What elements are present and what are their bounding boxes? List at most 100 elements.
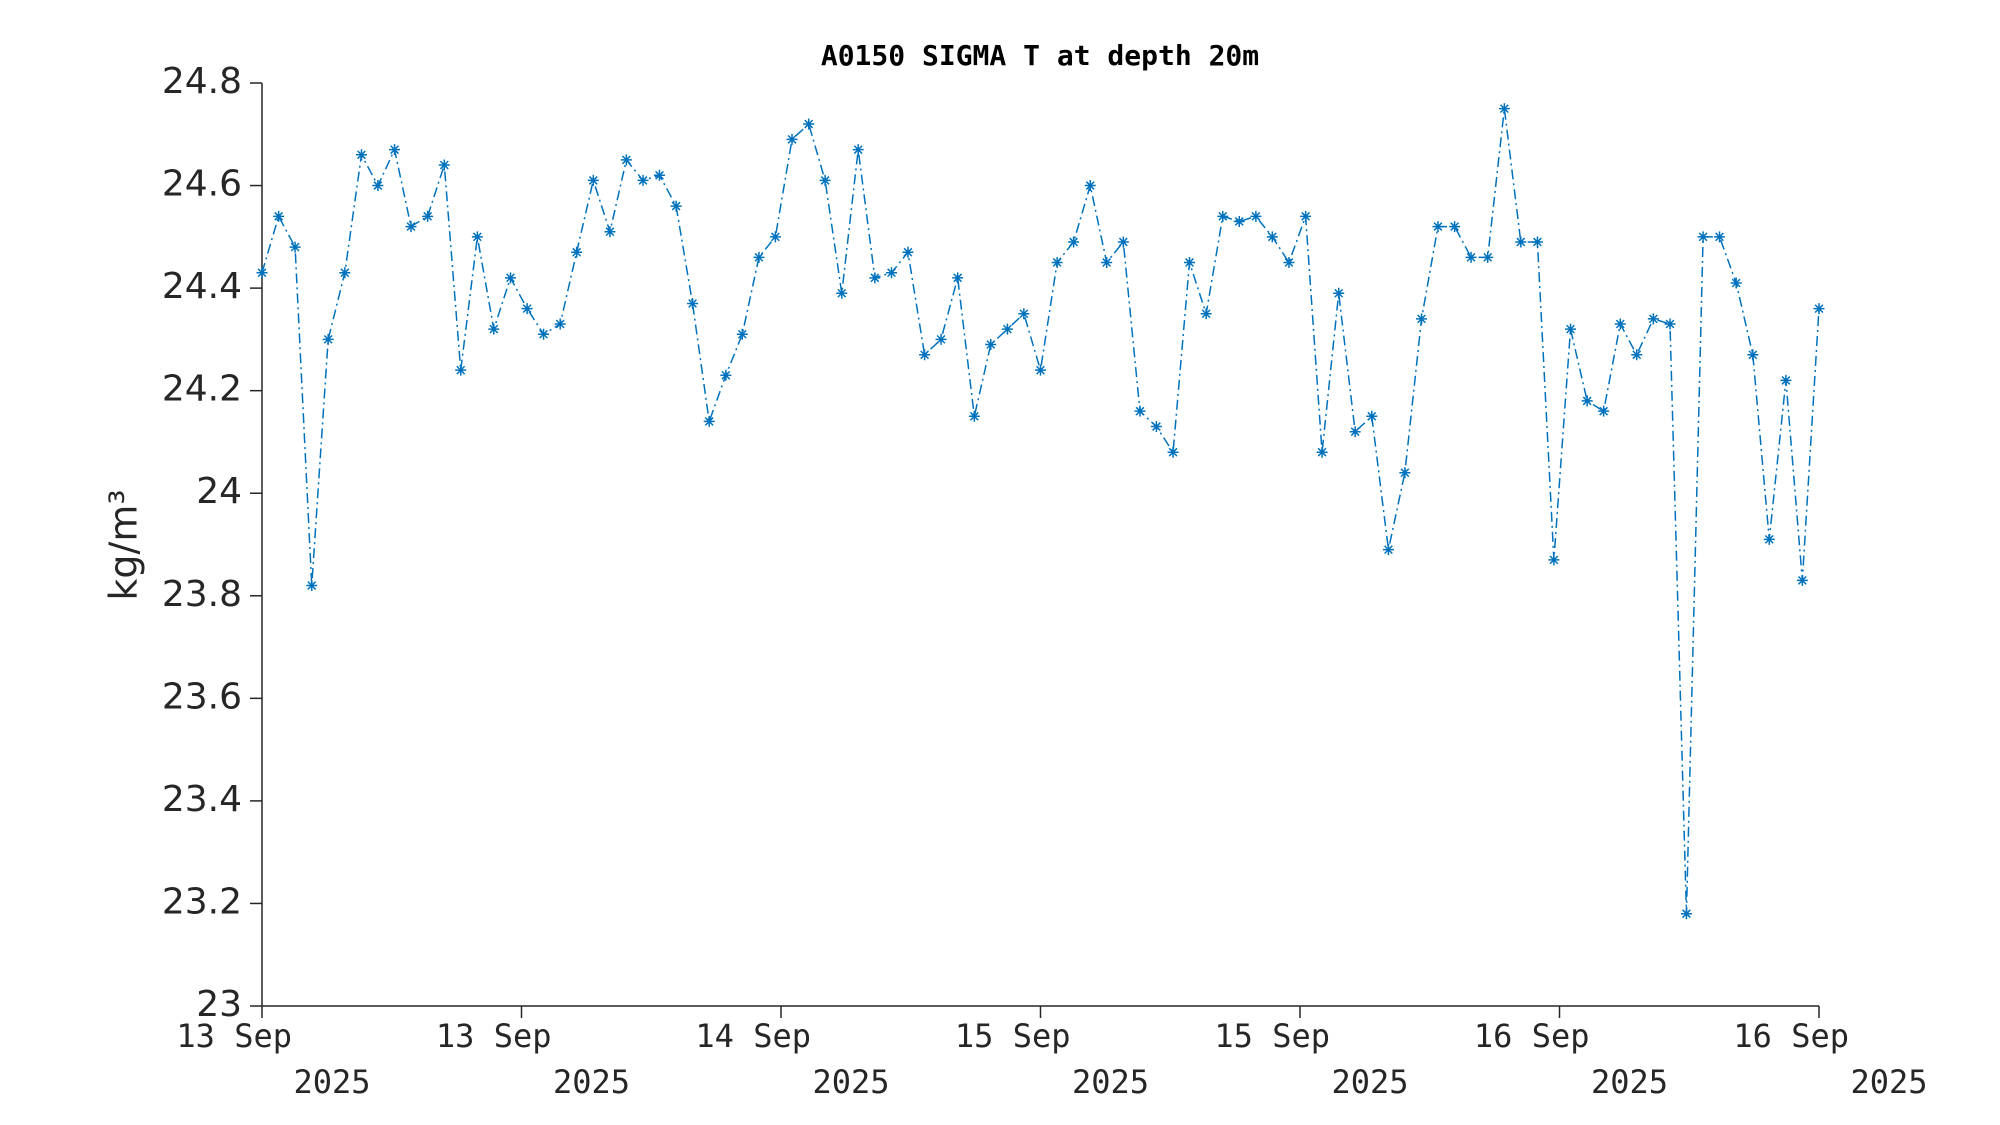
data-point: [852, 144, 864, 156]
data-point: [571, 246, 583, 258]
data-point: [1068, 236, 1080, 248]
data-point: [1117, 236, 1129, 248]
data-point: [1813, 303, 1825, 315]
data-point: [372, 180, 384, 192]
data-point: [538, 328, 550, 340]
data-point: [919, 349, 931, 361]
data-point: [620, 154, 632, 166]
data-point: [1598, 405, 1610, 417]
data-point: [1581, 395, 1593, 407]
data-point: [1001, 323, 1013, 335]
data-point: [1233, 215, 1245, 227]
data-point: [1647, 313, 1659, 325]
data-point: [1150, 421, 1162, 433]
data-point: [1565, 323, 1577, 335]
data-point: [1614, 318, 1626, 330]
x-tick-label: 15 Sep2025: [1214, 1017, 1408, 1101]
data-point: [769, 231, 781, 243]
chart-title: A0150 SIGMA T at depth 20m: [821, 39, 1259, 72]
data-point: [504, 272, 516, 284]
data-point: [1714, 231, 1726, 243]
data-point: [637, 174, 649, 186]
data-point: [1449, 221, 1461, 233]
data-point: [1548, 554, 1560, 566]
data-point: [819, 174, 831, 186]
data-point: [1416, 313, 1428, 325]
data-point: [455, 364, 467, 376]
data-point: [703, 415, 715, 427]
data-point: [339, 267, 351, 279]
data-point: [1134, 405, 1146, 417]
data-point: [604, 226, 616, 238]
data-point: [1498, 103, 1510, 115]
data-point: [952, 272, 964, 284]
x-tick-label: 16 Sep2025: [1733, 1017, 1927, 1101]
data-point: [753, 251, 765, 263]
data-point: [306, 580, 318, 592]
data-point: [1515, 236, 1527, 248]
data-point: [985, 339, 997, 351]
data-point: [886, 267, 898, 279]
data-point: [1101, 256, 1113, 268]
data-point: [1432, 221, 1444, 233]
data-point: [1780, 374, 1792, 386]
data-point: [322, 333, 334, 345]
data-point: [1266, 231, 1278, 243]
data-point: [1796, 574, 1808, 586]
data-point: [653, 169, 665, 181]
data-point: [1316, 446, 1328, 458]
y-tick-label: 23.6: [162, 676, 242, 717]
data-point: [422, 210, 434, 222]
y-tick-label: 24.4: [162, 266, 242, 307]
data-point: [1664, 318, 1676, 330]
data-point: [1747, 349, 1759, 361]
data-point: [1680, 908, 1692, 920]
y-axis-label: kg/m³: [102, 489, 146, 600]
data-point: [405, 221, 417, 233]
x-tick-label: 15 Sep2025: [955, 1017, 1149, 1101]
data-point: [869, 272, 881, 284]
data-point: [786, 133, 798, 145]
data-point: [1465, 251, 1477, 263]
x-tick-label: 14 Sep2025: [695, 1017, 889, 1101]
data-point: [289, 241, 301, 253]
data-point: [670, 200, 682, 212]
data-point: [1217, 210, 1229, 222]
y-tick-label: 24: [196, 471, 242, 512]
data-point: [1300, 210, 1312, 222]
data-point: [256, 267, 268, 279]
data-point: [587, 174, 599, 186]
data-point: [1631, 349, 1643, 361]
data-point: [902, 246, 914, 258]
data-point: [1283, 256, 1295, 268]
data-point: [935, 333, 947, 345]
data-point: [273, 210, 285, 222]
data-point: [1333, 287, 1345, 299]
data-point: [1482, 251, 1494, 263]
data-point: [1349, 426, 1361, 438]
y-tick-label: 24.2: [162, 369, 242, 410]
data-point: [1200, 308, 1212, 320]
x-tick-label: 16 Sep2025: [1474, 1017, 1668, 1101]
x-tick-label: 13 Sep2025: [436, 1017, 630, 1101]
y-tick-label: 23.8: [162, 574, 242, 615]
y-tick-label: 23.4: [162, 779, 242, 820]
data-point: [803, 118, 815, 130]
data-point: [968, 410, 980, 422]
data-point: [687, 297, 699, 309]
data-point: [1184, 256, 1195, 268]
data-point: [1382, 544, 1394, 556]
data-point: [1035, 364, 1046, 376]
data-point: [1366, 410, 1378, 422]
y-tick-label: 23.2: [162, 881, 242, 922]
data-point: [1167, 446, 1179, 458]
data-point: [1531, 236, 1543, 248]
data-point: [1084, 180, 1096, 192]
data-point: [488, 323, 500, 335]
data-point: [438, 159, 450, 171]
data-point: [1730, 277, 1742, 289]
y-tick-label: 24.6: [162, 164, 242, 205]
data-point: [736, 328, 748, 340]
data-point: [389, 144, 401, 156]
